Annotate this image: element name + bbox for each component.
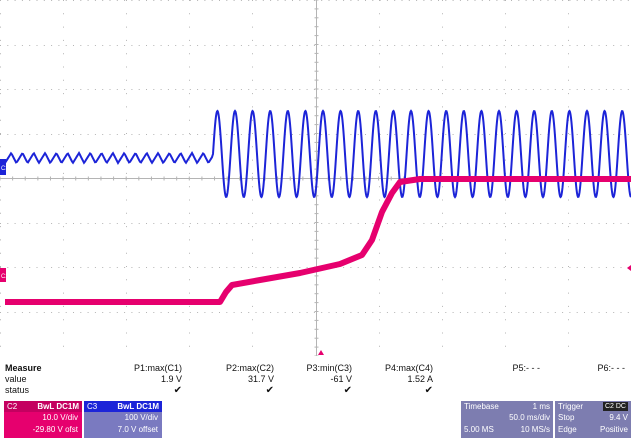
p6-name[interactable]: P6:- - -: [597, 363, 625, 373]
trigger-label: Trigger: [558, 402, 584, 411]
measure-title: Measure: [5, 363, 42, 373]
p1-value: 1.9 V: [160, 374, 182, 384]
trigger-header: Trigger C2 DC: [555, 401, 631, 412]
measure-header-row: Measure P1:max(C1) P2:max(C2) P3:min(C3)…: [0, 363, 631, 374]
c2-tag: C2: [7, 402, 18, 411]
c2-coupling: BwL DC1M: [37, 402, 79, 411]
trigger-position-arrow-icon[interactable]: [318, 350, 324, 355]
c3-volts-per-div: 100 V/div: [124, 413, 158, 422]
oscilloscope-screen: C3 C2: [0, 0, 631, 356]
c3-level-marker[interactable]: C3: [0, 159, 9, 175]
timebase-samples: 5.00 MS: [464, 425, 494, 434]
waveform-traces: [3, 109, 631, 305]
timebase-label: Timebase: [464, 402, 499, 411]
p3-status-check-icon: ✔: [343, 385, 352, 396]
c3-coupling: BwL DC1M: [117, 402, 159, 411]
p2-status-check-icon: ✔: [265, 385, 274, 396]
c2-descriptor-header: C2 BwL DC1M: [4, 401, 82, 412]
trigger-source-badge: C2 DC: [602, 402, 628, 411]
timebase-delay: 1 ms: [532, 402, 550, 411]
trigger-level: 9.4 V: [609, 413, 628, 422]
c2-offset: -29.80 V ofst: [32, 425, 78, 434]
timebase-header: Timebase 1 ms: [461, 401, 553, 412]
c3-offset: 7.0 V offset: [117, 425, 158, 434]
trigger-level-arrow-icon[interactable]: [627, 265, 631, 271]
p2-value: 31.7 V: [247, 374, 274, 384]
timebase-scale-row: 50.0 ms/div: [461, 412, 553, 424]
c3-marker-label: C3: [1, 166, 9, 172]
c3-waveform: [3, 109, 631, 199]
timebase-scale: 50.0 ms/div: [509, 413, 550, 422]
c3-tag: C3: [87, 402, 98, 411]
value-row-label: value: [5, 374, 27, 384]
status-row-label: status: [5, 385, 30, 395]
c3-descriptor-header: C3 BwL DC1M: [84, 401, 162, 412]
c2-waveform: [5, 176, 631, 305]
c2-level-marker[interactable]: C2: [0, 268, 9, 282]
p1-status-check-icon: ✔: [173, 385, 182, 396]
c2-channel-descriptor[interactable]: C2 BwL DC1M 10.0 V/div -29.80 V ofst: [4, 401, 82, 438]
p2-name[interactable]: P2:max(C2): [225, 363, 274, 373]
p3-name[interactable]: P3:min(C3): [306, 363, 352, 373]
trigger-mode-row: Stop 9.4 V: [555, 412, 631, 424]
p5-name[interactable]: P5:- - -: [512, 363, 540, 373]
measure-table: Measure P1:max(C1) P2:max(C2) P3:min(C3)…: [0, 363, 631, 399]
timebase-rate: 10 MS/s: [520, 425, 550, 434]
status-bar: C2 BwL DC1M 10.0 V/div -29.80 V ofst C3 …: [0, 401, 631, 438]
trigger-slope: Positive: [599, 425, 628, 434]
trigger-descriptor[interactable]: Trigger C2 DC Stop 9.4 V Edge Positive: [555, 401, 631, 438]
c2-volts-per-div: 10.0 V/div: [42, 413, 78, 422]
timebase-descriptor[interactable]: Timebase 1 ms 50.0 ms/div 5.00 MS 10 MS/…: [461, 401, 553, 438]
p4-status-check-icon: ✔: [424, 385, 433, 396]
p3-value: -61 V: [330, 374, 352, 384]
timebase-sample-row: 5.00 MS 10 MS/s: [461, 424, 553, 436]
c2-marker-label: C2: [1, 274, 9, 280]
trigger-type-row: Edge Positive: [555, 424, 631, 436]
p1-name[interactable]: P1:max(C1): [133, 363, 182, 373]
measure-value-row: value 1.9 V 31.7 V -61 V 1.52 A: [0, 374, 631, 385]
c3-channel-descriptor[interactable]: C3 BwL DC1M 100 V/div 7.0 V offset: [84, 401, 162, 438]
trigger-mode: Stop: [558, 413, 575, 422]
p4-value: 1.52 A: [407, 374, 433, 384]
measure-status-row: status ✔ ✔ ✔ ✔: [0, 385, 631, 396]
trigger-type: Edge: [558, 425, 577, 434]
p4-name[interactable]: P4:max(C4): [384, 363, 433, 373]
